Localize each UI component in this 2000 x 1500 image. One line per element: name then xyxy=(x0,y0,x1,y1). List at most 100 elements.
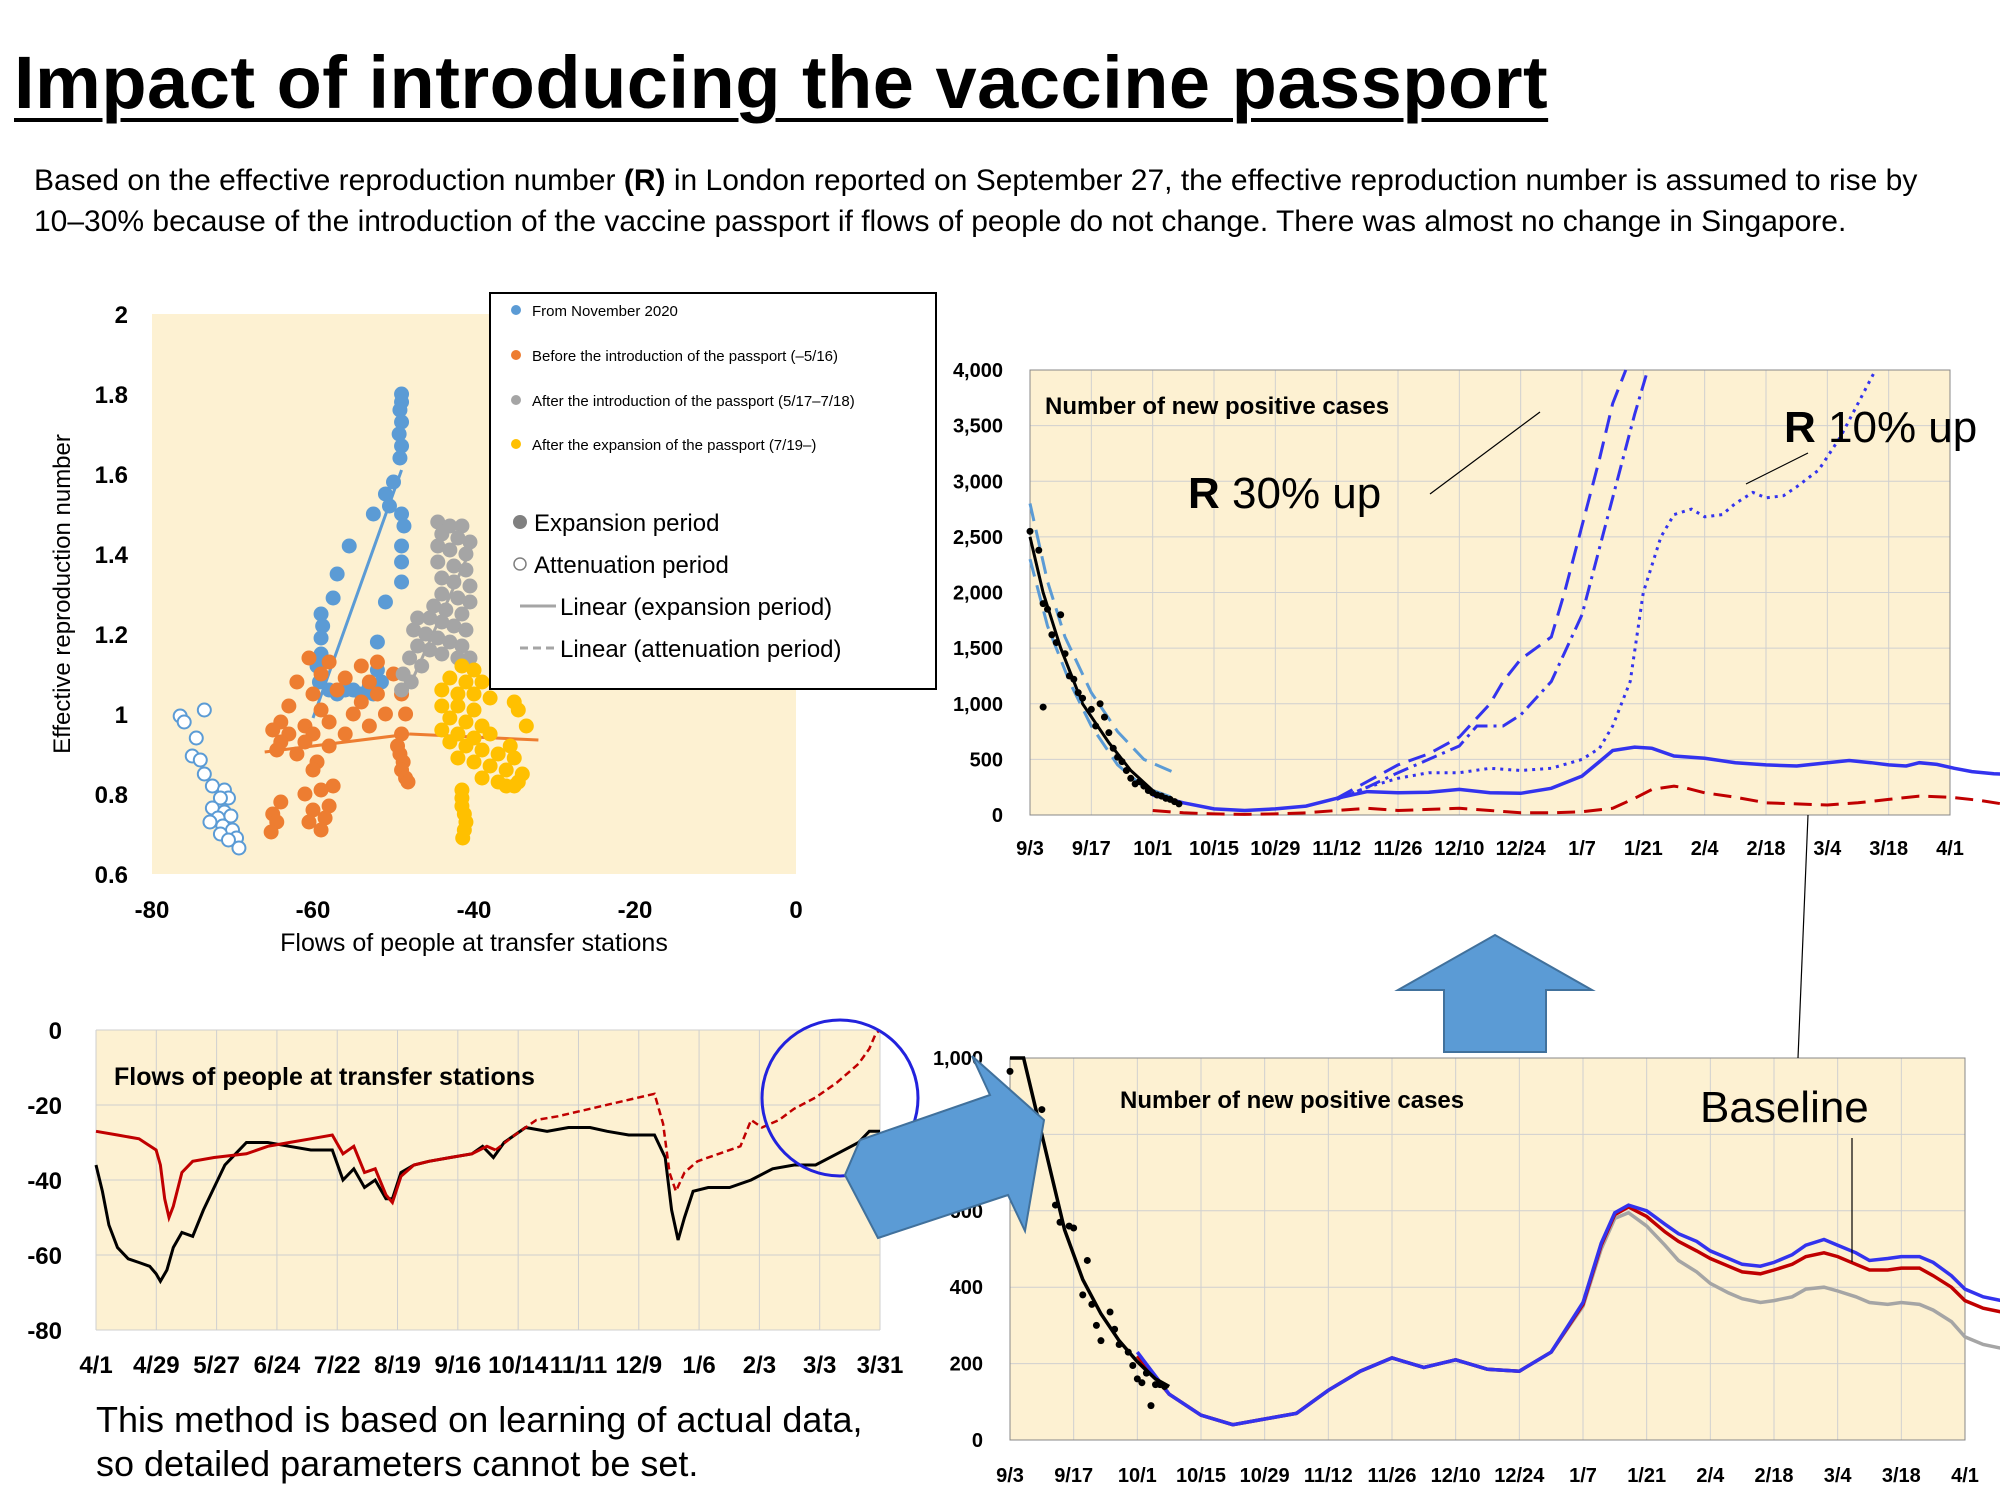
bottom-ytick-label: 1,000 xyxy=(933,1048,983,1070)
top-data-point xyxy=(1070,675,1078,683)
top-data-point xyxy=(1074,689,1082,697)
bottom-series-line xyxy=(1135,1203,2000,1427)
bottom-xtick-label: 4/1 xyxy=(1951,1465,1979,1487)
scatter-point xyxy=(373,674,389,690)
scatter-point xyxy=(450,590,466,606)
scatter-xtick-label: -80 xyxy=(135,897,170,924)
scatter-point xyxy=(325,778,341,794)
legend-label: Expansion period xyxy=(534,510,719,537)
bottom-xtick-label: 10/15 xyxy=(1176,1465,1226,1487)
scatter-point xyxy=(442,634,458,650)
scatter-point xyxy=(422,642,438,658)
top-data-point xyxy=(1122,767,1130,774)
scatter-point xyxy=(273,794,289,810)
flows-xtick-label: 11/11 xyxy=(550,1352,607,1379)
top-cases-frame xyxy=(1029,369,1951,816)
intro-text-2: in London reported on September 27, the … xyxy=(34,164,1918,238)
bottom-data-point xyxy=(1092,1321,1100,1329)
flows-series-line xyxy=(95,1129,497,1223)
scatter-xlabel: Flows of people at transfer stations xyxy=(280,929,668,957)
intro-bold-r: (R) xyxy=(623,164,666,197)
scatter-point xyxy=(313,606,329,622)
scatter-point xyxy=(474,674,490,690)
bottom-data-point xyxy=(1083,1256,1091,1264)
scatter-point xyxy=(434,722,450,738)
bottom-ytick-label: 200 xyxy=(950,1354,983,1376)
annotation-r10: R 10% up xyxy=(1784,403,1977,452)
scatter-point xyxy=(410,610,426,626)
scatter-point xyxy=(426,598,442,614)
top-xtick-label: 12/10 xyxy=(1434,838,1484,860)
bottom-xtick-label: 1/7 xyxy=(1569,1465,1597,1487)
scatter-point xyxy=(353,694,369,710)
legend-label: Before the introduction of the passport … xyxy=(532,348,838,365)
flows-ytick-label: 0 xyxy=(49,1018,62,1045)
flows-xtick-label: 3/3 xyxy=(803,1352,836,1379)
scatter-point-open xyxy=(176,714,192,730)
scatter-point xyxy=(450,750,466,766)
bottom-data-point xyxy=(1070,1224,1078,1232)
bottom-xtick-label: 12/10 xyxy=(1431,1465,1481,1487)
page-title: Impact of introducing the vaccine passpo… xyxy=(14,41,1549,124)
scatter-ytick-label: 1.2 xyxy=(95,622,128,649)
scatter-point xyxy=(434,646,450,662)
bottom-xtick-label: 3/18 xyxy=(1882,1465,1921,1487)
bottom-xtick-label: 9/3 xyxy=(996,1465,1024,1487)
scatter-point xyxy=(458,622,474,638)
bottom-data-point xyxy=(1124,1348,1132,1356)
top-data-point xyxy=(1039,703,1047,711)
scatter-point xyxy=(361,718,377,734)
top-series-line xyxy=(1335,369,1628,800)
scatter-point xyxy=(398,706,414,722)
scatter-point-open xyxy=(196,702,212,718)
scatter-point xyxy=(430,514,446,530)
bottom-xtick-label: 2/4 xyxy=(1696,1465,1725,1487)
scatter-point xyxy=(450,530,466,546)
legend-marker xyxy=(511,305,521,315)
bottom-data-point xyxy=(1111,1325,1119,1333)
scatter-xtick-label: 0 xyxy=(789,897,802,924)
top-cases-title: Number of new positive cases xyxy=(1045,393,1389,420)
flows-ytick-label: -40 xyxy=(27,1168,62,1195)
scatter-point xyxy=(289,746,305,762)
scatter-point xyxy=(281,698,297,714)
top-data-point xyxy=(1096,700,1104,708)
top-series-line xyxy=(1336,369,1877,801)
scatter-point xyxy=(377,486,393,502)
top-data-point xyxy=(1100,713,1108,721)
scatter-point xyxy=(313,666,329,682)
scatter-point xyxy=(353,658,369,674)
scatter-point-open xyxy=(192,752,208,768)
scatter-point xyxy=(386,474,401,490)
scatter-point xyxy=(329,682,345,698)
flows-xtick-label: 3/31 xyxy=(857,1352,904,1379)
scatter-point xyxy=(458,562,474,578)
scatter-point xyxy=(402,650,418,666)
scatter-point xyxy=(394,682,410,698)
flows-xtick-label: 2/3 xyxy=(743,1352,776,1379)
flows-ytick-label: -80 xyxy=(27,1318,62,1345)
top-data-point xyxy=(1087,705,1095,713)
top-ytick-label: 1,500 xyxy=(953,638,1003,660)
scatter-ytick-label: 1.6 xyxy=(95,462,128,489)
scatter-point xyxy=(337,670,353,686)
scatter-point xyxy=(434,586,450,602)
scatter-point xyxy=(466,686,482,702)
bottom-data-point xyxy=(1088,1300,1096,1308)
flows-xtick-label: 10/14 xyxy=(488,1352,549,1379)
diagonal-arrow-icon xyxy=(843,1055,1046,1240)
scatter-legend-box xyxy=(489,292,937,690)
top-data-point xyxy=(1105,729,1113,737)
top-xtick-label: 2/4 xyxy=(1691,838,1720,860)
scatter-point xyxy=(377,706,393,722)
scatter-point xyxy=(446,558,462,574)
scatter-point xyxy=(345,706,361,722)
bottom-cases-plot-area xyxy=(1010,1058,1965,1440)
scatter-point xyxy=(442,670,458,686)
scatter-point xyxy=(430,630,446,646)
flows-chart-title: Flows of people at transfer stations xyxy=(114,1063,535,1091)
bottom-data-point xyxy=(1006,1067,1014,1075)
top-series-line xyxy=(1152,784,2000,816)
bottom-cases-title: Number of new positive cases xyxy=(1120,1087,1464,1114)
